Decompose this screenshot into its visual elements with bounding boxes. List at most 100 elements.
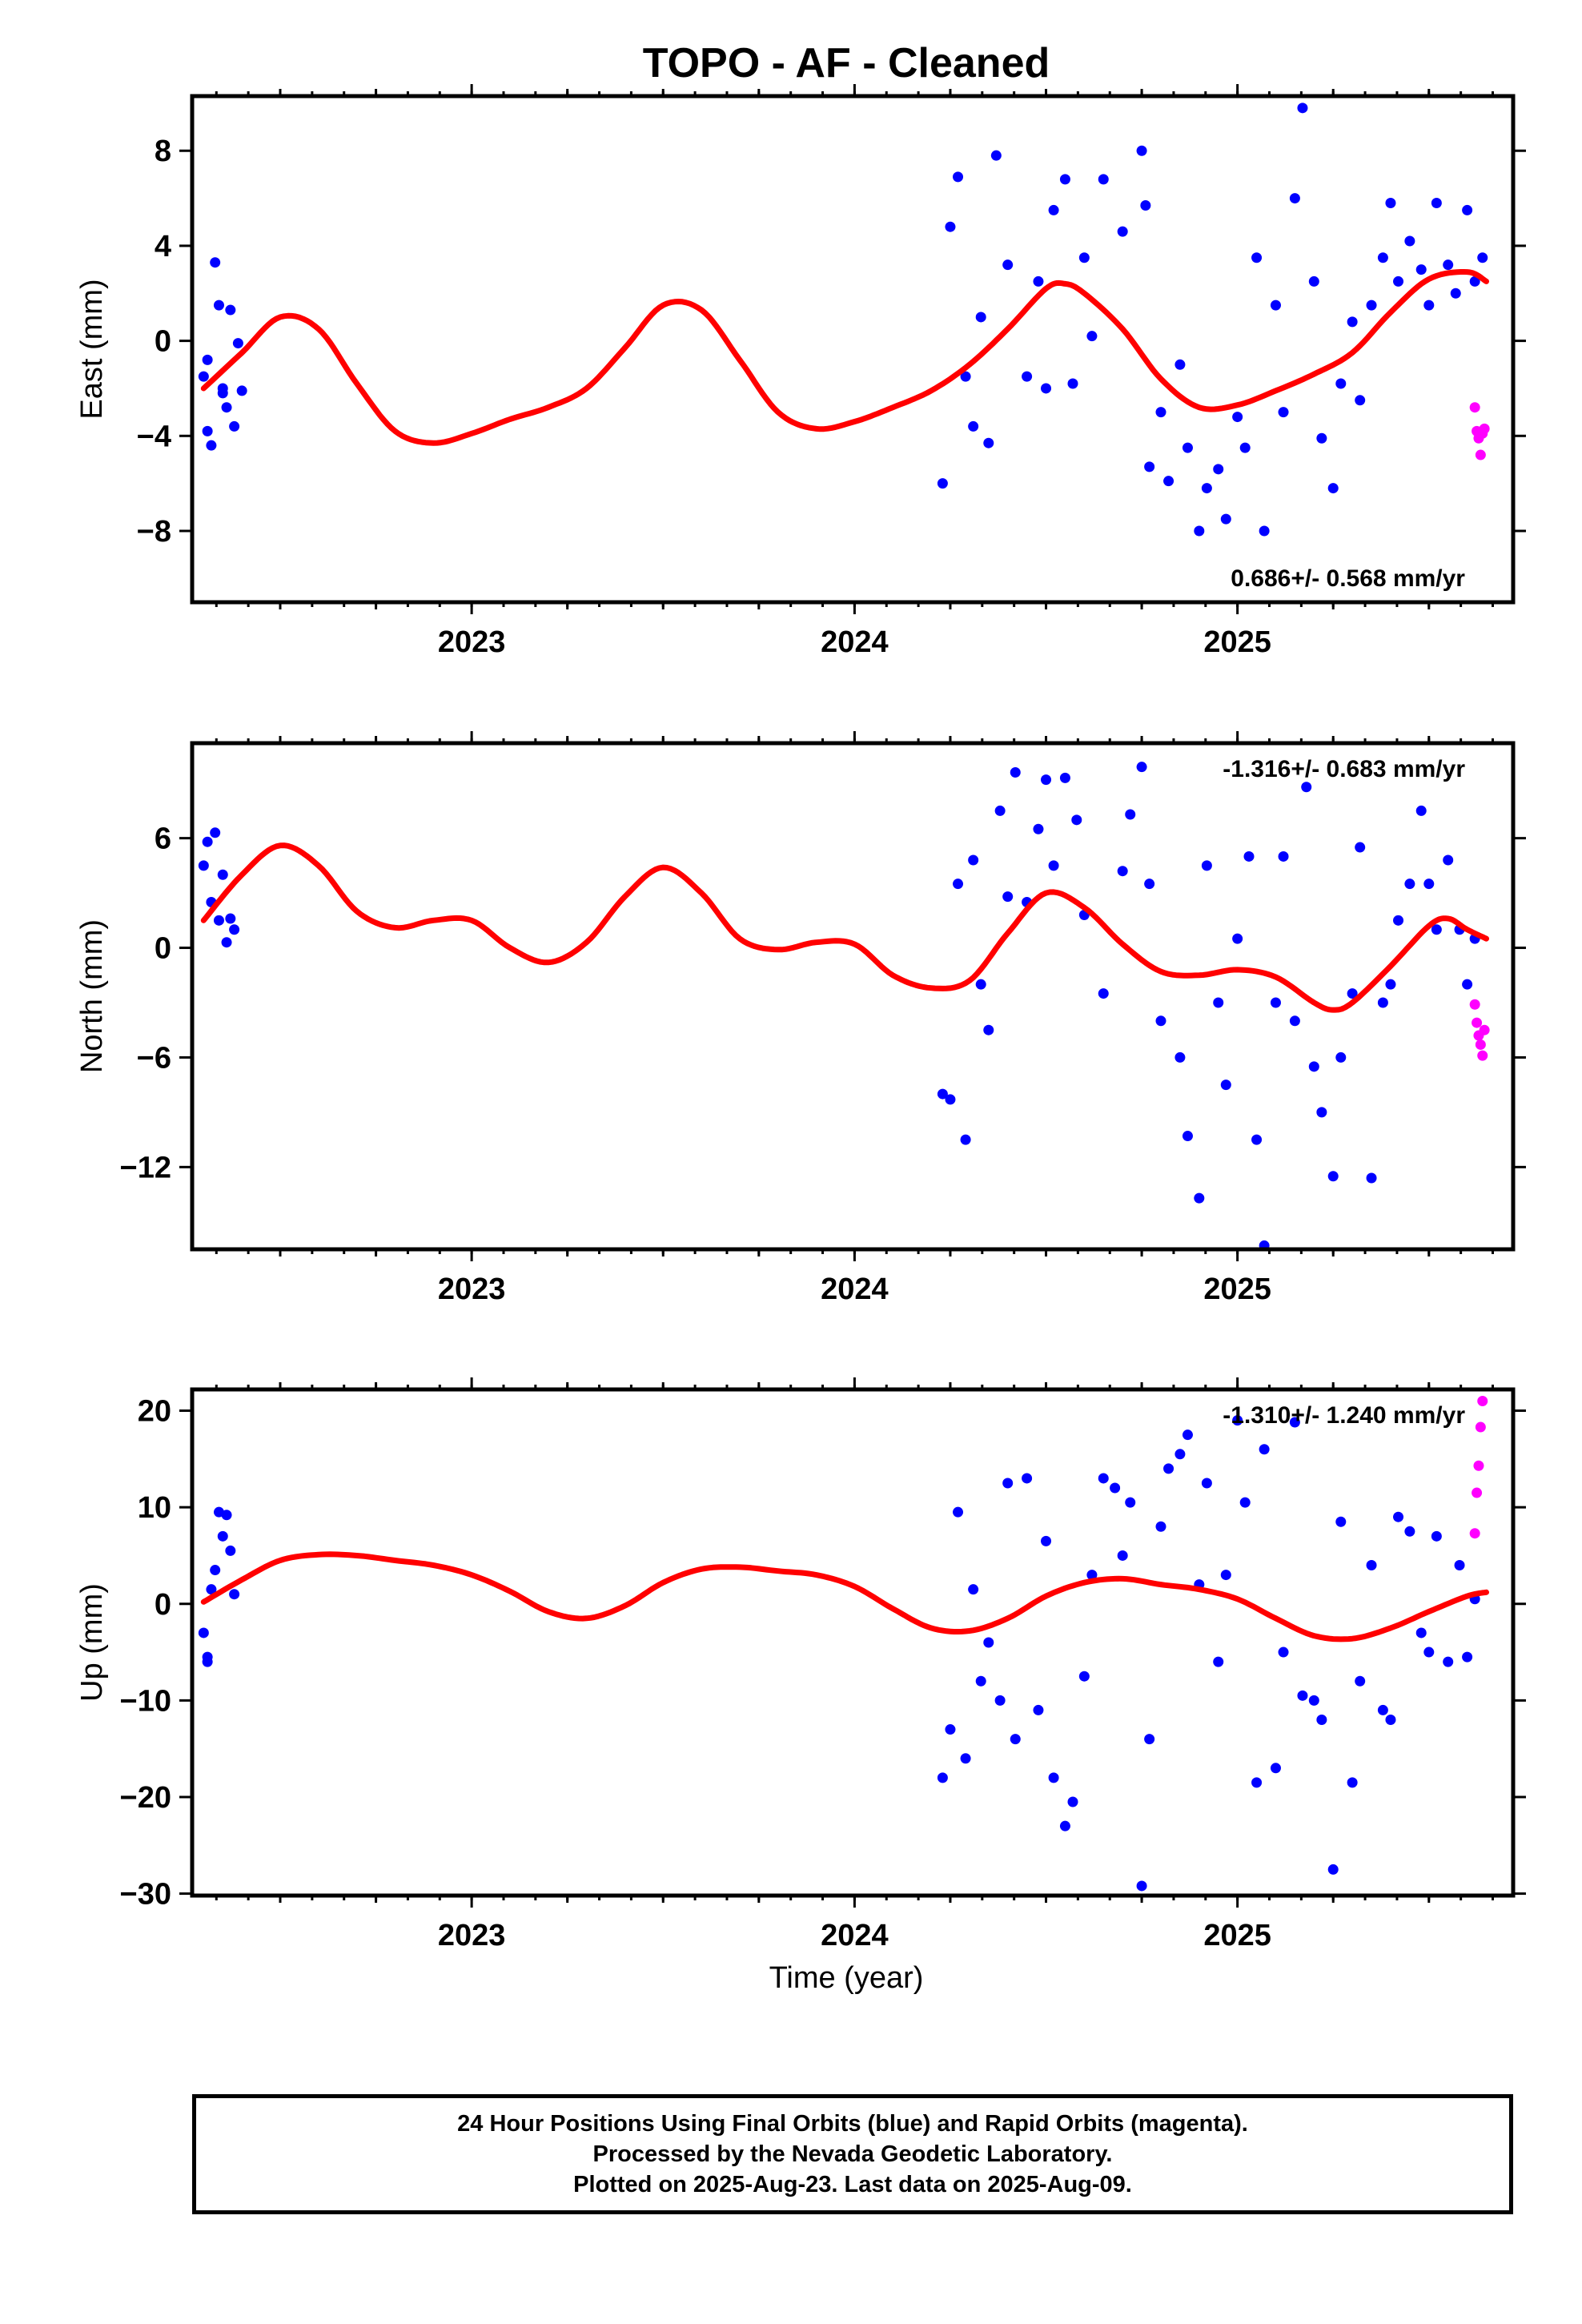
y-tick-label: 6 — [155, 822, 171, 856]
final-orbit-point — [953, 1506, 964, 1518]
final-orbit-point — [1469, 275, 1480, 287]
final-orbit-point — [1415, 264, 1427, 275]
plot-area-up — [198, 1395, 1489, 1892]
rate-label-up: -1.310+/- 1.240 mm/yr — [1223, 1402, 1465, 1429]
rapid-orbit-point — [1475, 1039, 1486, 1050]
final-orbit-point — [217, 1530, 228, 1542]
final-orbit-point — [994, 1695, 1006, 1706]
rapid-orbit-point — [1477, 1395, 1488, 1406]
final-orbit-point — [1270, 997, 1281, 1008]
final-orbit-point — [1041, 1535, 1052, 1546]
final-orbit-point — [1423, 1647, 1435, 1658]
final-orbit-point — [1454, 1560, 1465, 1571]
final-orbit-point — [1243, 850, 1255, 862]
plot-area-north — [198, 762, 1490, 1249]
final-orbit-point — [960, 1134, 971, 1145]
final-orbit-point — [1377, 1704, 1388, 1715]
caption-line-1: 24 Hour Positions Using Final Orbits (bl… — [457, 2111, 1248, 2137]
final-orbit-point — [198, 371, 209, 382]
y-axis-label-east: East (mm) — [75, 279, 109, 419]
final-orbit-point — [1201, 483, 1212, 494]
final-orbit-point — [217, 869, 228, 880]
final-orbit-point — [990, 150, 1002, 161]
final-orbit-point — [1232, 933, 1243, 944]
final-orbit-point — [1393, 915, 1404, 926]
final-orbit-point — [1174, 1051, 1186, 1063]
final-orbit-point — [1144, 1734, 1155, 1745]
final-orbit-point — [1477, 252, 1488, 263]
final-orbit-point — [1220, 513, 1231, 525]
final-orbit-point — [225, 304, 236, 316]
final-orbit-point — [1385, 1714, 1396, 1725]
final-orbit-point — [1335, 1051, 1347, 1063]
final-orbit-point — [1067, 378, 1078, 389]
final-orbit-point — [1308, 1695, 1319, 1706]
final-orbit-point — [1259, 1240, 1270, 1249]
final-orbit-point — [968, 854, 979, 866]
final-orbit-point — [1335, 1516, 1347, 1527]
rapid-orbit-point — [1473, 1460, 1484, 1471]
final-orbit-point — [1423, 879, 1435, 890]
final-orbit-point — [1308, 275, 1319, 287]
y-tick-label: −20 — [120, 1781, 171, 1815]
final-orbit-point — [1462, 1651, 1473, 1663]
x-ticks-east — [215, 84, 1494, 614]
final-orbit-point — [1308, 1061, 1319, 1072]
y-tick-label: 0 — [155, 325, 171, 359]
x-axis-label: Time (year) — [769, 1961, 924, 1995]
final-orbit-point — [1201, 860, 1212, 871]
final-orbit-point — [1289, 193, 1300, 204]
caption-box: 24 Hour Positions Using Final Orbits (bl… — [192, 2094, 1513, 2214]
final-orbit-point — [983, 1024, 994, 1035]
final-orbit-point — [1316, 1714, 1327, 1725]
chart-title: TOPO - AF - Cleaned — [643, 40, 1050, 86]
y-tick-label: 4 — [155, 230, 171, 263]
final-orbit-point — [1136, 1880, 1147, 1892]
x-tick-label: 2025 — [1203, 1919, 1271, 1952]
final-orbit-point — [1067, 1796, 1078, 1807]
y-tick-label: −10 — [120, 1684, 171, 1718]
final-orbit-point — [1335, 378, 1347, 389]
panels-group: 2023 2024 2025 8 4 0 −4 −8 East (mm) 0.686+/- 0.5… — [75, 84, 1526, 1952]
y-tick-label: −6 — [137, 1041, 171, 1075]
rapid-orbit-point — [1469, 1528, 1480, 1539]
final-orbit-point — [1136, 145, 1147, 156]
rapid-orbit-point — [1479, 423, 1490, 434]
final-orbit-point — [1377, 997, 1388, 1008]
final-orbit-point — [1117, 866, 1128, 877]
final-orbit-point — [1278, 1647, 1289, 1658]
final-orbit-point — [1140, 199, 1151, 211]
final-orbit-point — [1041, 383, 1052, 394]
final-orbit-point — [1220, 1080, 1231, 1091]
rate-label-east: 0.686+/- 0.568 mm/yr — [1231, 565, 1465, 592]
final-orbit-point — [213, 300, 224, 311]
final-orbit-point — [232, 338, 243, 349]
final-orbit-point — [206, 1584, 217, 1595]
final-orbit-point — [1355, 842, 1366, 853]
y-tick-label: −4 — [137, 420, 171, 453]
final-orbit-point — [1213, 997, 1224, 1008]
final-orbit-point — [937, 478, 948, 489]
final-orbit-point — [1278, 850, 1289, 862]
plot-area-east — [198, 103, 1490, 537]
y-tick-label: −8 — [137, 515, 171, 549]
final-orbit-point — [1059, 174, 1070, 185]
x-tick-label: 2024 — [821, 625, 889, 659]
rapid-orbit-point — [1477, 1050, 1488, 1061]
final-orbit-point — [1182, 1131, 1193, 1142]
final-orbit-point — [1327, 1864, 1339, 1875]
x-tick-label: 2023 — [438, 1273, 506, 1306]
final-orbit-point — [1220, 1570, 1231, 1581]
final-orbit-point — [953, 879, 964, 890]
final-orbit-point — [1182, 442, 1193, 453]
final-orbit-point — [960, 1753, 971, 1764]
final-orbit-point — [1059, 772, 1070, 783]
final-orbit-point — [1048, 1772, 1059, 1783]
final-orbit-point — [202, 425, 213, 436]
final-orbit-point — [1443, 1656, 1454, 1667]
model-fit-line — [200, 842, 1489, 1013]
y-tick-label: 0 — [155, 1588, 171, 1622]
final-orbit-point — [1404, 1526, 1415, 1537]
final-orbit-point — [1415, 1627, 1427, 1638]
final-orbit-point — [1316, 432, 1327, 444]
